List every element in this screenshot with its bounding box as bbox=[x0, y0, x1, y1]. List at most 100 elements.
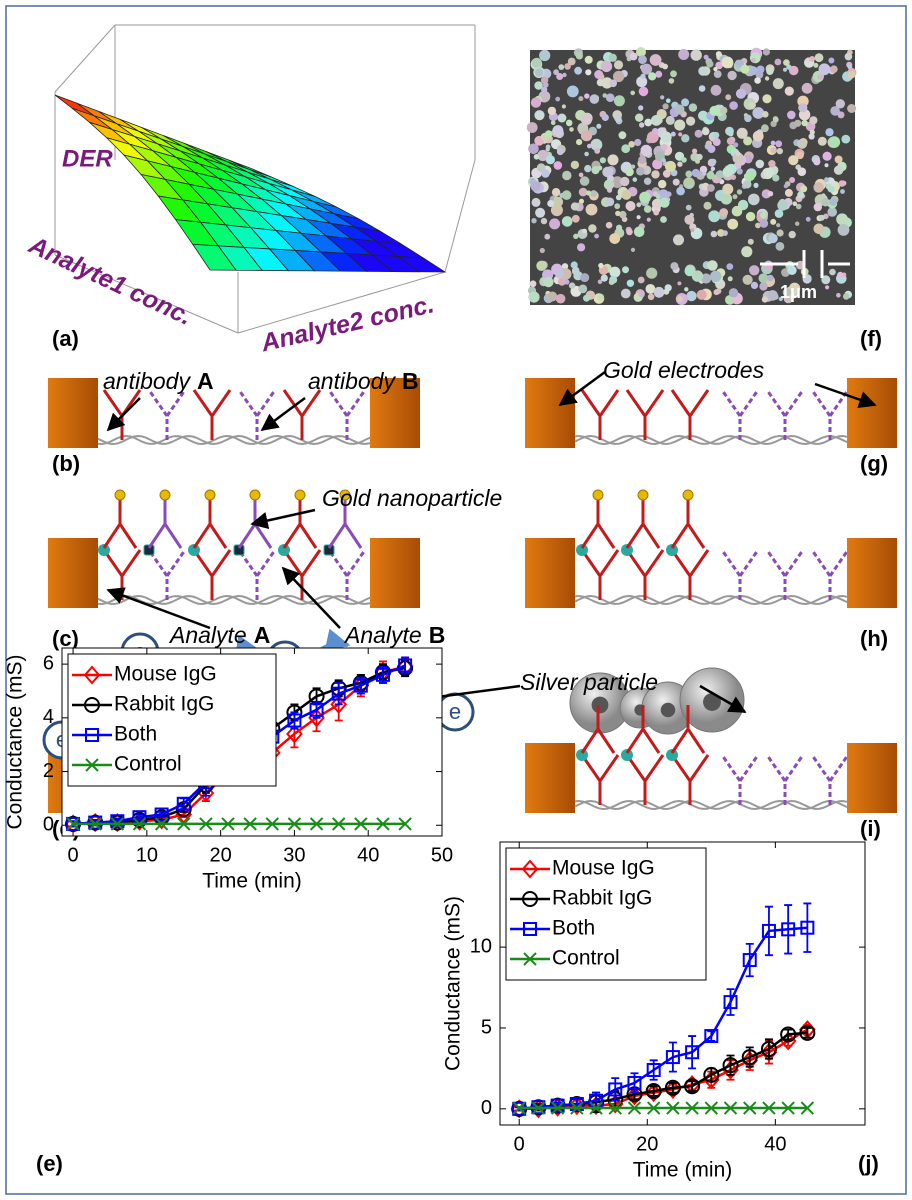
sem-particle bbox=[705, 143, 711, 149]
sem-particle bbox=[694, 272, 699, 277]
annotation-letter: B bbox=[402, 368, 419, 394]
sem-particle bbox=[777, 148, 783, 154]
sem-particle bbox=[616, 195, 622, 201]
detection-antibody bbox=[149, 500, 181, 548]
y-tick-label: 4 bbox=[43, 706, 54, 728]
sem-particle bbox=[614, 60, 623, 69]
sem-particle bbox=[800, 185, 807, 192]
sem-particle bbox=[828, 58, 834, 64]
antibody bbox=[722, 755, 758, 805]
sem-particle bbox=[531, 218, 536, 223]
sem-particle bbox=[566, 120, 573, 127]
sem-particle bbox=[578, 285, 587, 294]
sem-particle bbox=[658, 180, 666, 188]
sem-particle bbox=[836, 99, 845, 108]
sem-particle bbox=[704, 202, 712, 210]
sem-particle bbox=[609, 267, 620, 278]
sem-particle bbox=[681, 157, 687, 163]
sem-particle bbox=[815, 53, 824, 62]
sem-particle bbox=[568, 58, 576, 66]
sem-particle bbox=[639, 87, 649, 97]
sem-particle bbox=[608, 154, 619, 165]
sem-particle bbox=[601, 61, 612, 72]
sem-particle bbox=[840, 189, 845, 194]
annotation-letter: A bbox=[197, 368, 214, 394]
annotation-letter: B bbox=[429, 622, 446, 648]
sem-particle bbox=[569, 282, 575, 288]
sem-particle bbox=[541, 87, 547, 93]
sem-particle bbox=[696, 154, 702, 160]
y-tick-label: 5 bbox=[481, 1016, 492, 1038]
sem-particle bbox=[541, 169, 550, 178]
sem-particle bbox=[673, 179, 680, 186]
sem-particle bbox=[678, 132, 682, 136]
sem-particle bbox=[600, 157, 606, 163]
y-axis-label: Conductance (mS) bbox=[4, 654, 27, 829]
sem-particle bbox=[562, 73, 566, 77]
sem-particle bbox=[666, 98, 671, 103]
sem-particle bbox=[579, 173, 584, 178]
antibody bbox=[672, 550, 708, 600]
antibody bbox=[627, 550, 663, 600]
sem-particle bbox=[588, 224, 596, 232]
sem-particle bbox=[622, 266, 629, 273]
annotation: AnalyteB bbox=[343, 622, 445, 648]
sem-particle bbox=[711, 85, 722, 96]
sem-particle bbox=[638, 277, 645, 284]
sem-particle bbox=[644, 205, 652, 213]
sem-particle bbox=[789, 231, 796, 238]
sem-particle bbox=[817, 74, 823, 80]
x-tick-label: 40 bbox=[764, 1133, 786, 1155]
sem-particle bbox=[584, 93, 589, 98]
sem-particle bbox=[673, 234, 684, 245]
antibody bbox=[194, 390, 230, 440]
antibody bbox=[149, 550, 185, 600]
page: {"figure": { "panel_labels": ["(a)", "(b… bbox=[0, 0, 912, 1200]
sem-particle bbox=[573, 234, 578, 239]
figure: (a) (b) (c) (d) (e) (f) (g) (h) (i) (j) … bbox=[0, 0, 912, 1200]
sem-particle bbox=[829, 198, 837, 206]
sem-particle bbox=[848, 71, 856, 79]
sem-particle bbox=[716, 288, 722, 294]
sem-particle bbox=[839, 180, 846, 187]
sem-particle bbox=[583, 295, 590, 302]
sem-particle bbox=[548, 107, 556, 115]
gold-electrode bbox=[847, 743, 897, 813]
sem-particle bbox=[765, 76, 769, 80]
sem-particle bbox=[639, 192, 651, 204]
sem-particle bbox=[684, 287, 688, 291]
sem-particle bbox=[535, 69, 543, 77]
sem-particle bbox=[802, 120, 808, 126]
sem-particle bbox=[741, 246, 752, 257]
sem-particle bbox=[614, 115, 621, 122]
gold-nanoparticle bbox=[638, 490, 648, 500]
sem-particle bbox=[711, 167, 715, 171]
antibody bbox=[149, 390, 185, 440]
sem-particle bbox=[579, 188, 588, 197]
sem-particle bbox=[554, 161, 563, 170]
electron-label: e bbox=[449, 699, 461, 724]
sem-particle bbox=[609, 279, 615, 285]
sem-particle bbox=[638, 156, 646, 164]
sem-particle bbox=[762, 111, 769, 118]
sem-particle bbox=[845, 53, 853, 61]
antibody bbox=[722, 550, 758, 600]
sem-particle bbox=[685, 171, 692, 178]
sem-particle bbox=[818, 137, 827, 146]
sem-particle bbox=[754, 77, 761, 84]
annotation-word: antibody bbox=[308, 368, 396, 394]
sem-particle bbox=[762, 192, 768, 198]
sem-particle bbox=[702, 172, 706, 176]
sem-particle bbox=[775, 140, 782, 147]
sem-particle bbox=[830, 65, 838, 73]
sem-image: 1μm bbox=[527, 47, 857, 305]
sem-particle bbox=[688, 185, 692, 189]
x-axis-label: Time (min) bbox=[202, 870, 302, 893]
sem-particle bbox=[631, 248, 635, 252]
sem-particle bbox=[551, 121, 556, 126]
sem-particle bbox=[809, 116, 817, 124]
sem-particle bbox=[641, 145, 652, 156]
sem-particle bbox=[556, 73, 563, 80]
sem-particle bbox=[708, 210, 720, 222]
sem-particle bbox=[603, 93, 608, 98]
